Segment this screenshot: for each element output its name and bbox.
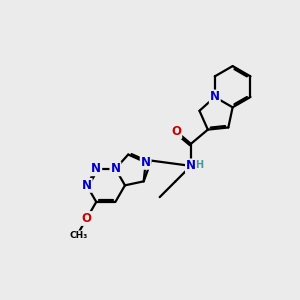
Text: O: O xyxy=(82,212,92,225)
Text: N: N xyxy=(82,179,92,192)
Text: N: N xyxy=(141,156,151,169)
Text: CH₃: CH₃ xyxy=(70,231,88,240)
Text: N: N xyxy=(110,162,120,175)
Text: H: H xyxy=(195,160,203,170)
Text: O: O xyxy=(171,125,181,138)
Text: N: N xyxy=(210,91,220,103)
Text: N: N xyxy=(186,159,196,172)
Text: N: N xyxy=(91,162,101,175)
